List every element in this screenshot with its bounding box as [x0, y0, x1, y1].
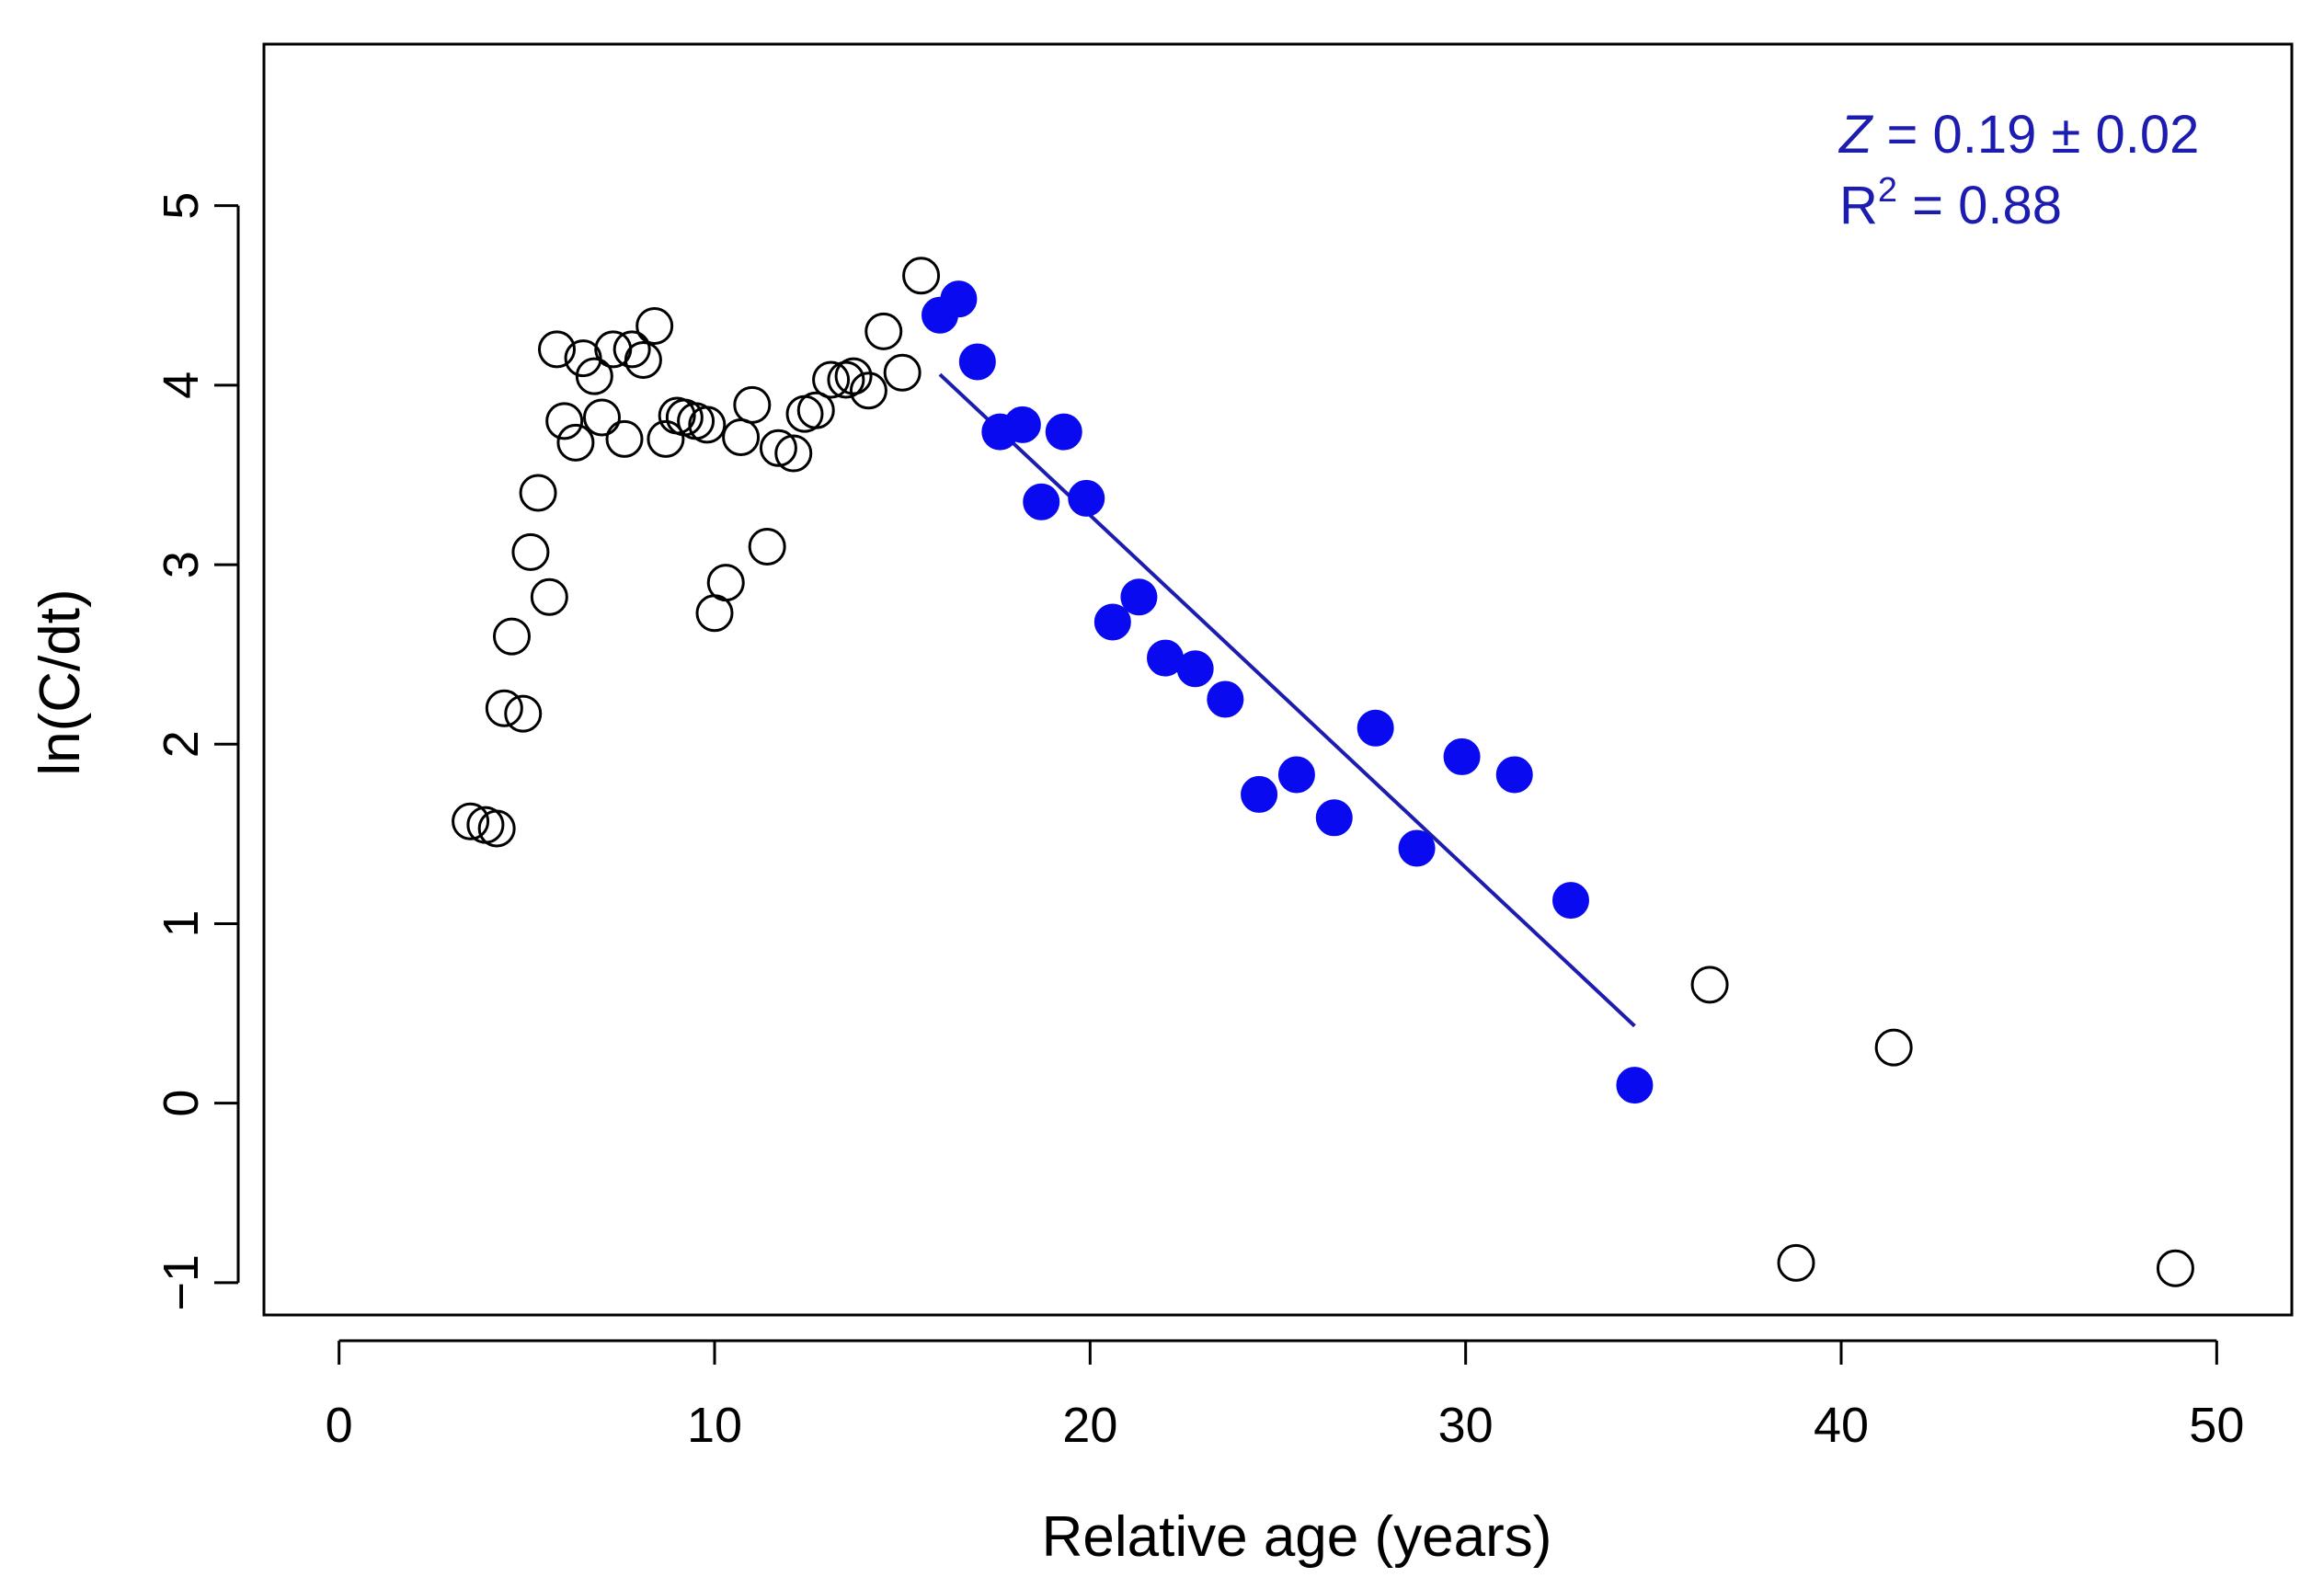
- y-axis-title: ln(C/dt): [29, 589, 92, 775]
- open-point-37: [849, 372, 887, 410]
- open-point-7: [519, 474, 557, 512]
- z-value: = 0.19 ± 0.02: [1872, 105, 2199, 165]
- fitted-point-2: [958, 343, 996, 381]
- open-point-20: [647, 419, 685, 458]
- x-tick-label-1: 10: [687, 1398, 742, 1453]
- open-point-0: [452, 802, 490, 840]
- r-superscript: 2: [1878, 171, 1897, 210]
- open-point-28: [733, 385, 772, 424]
- open-point-40: [902, 257, 941, 295]
- x-tick-label-3: 30: [1438, 1398, 1494, 1453]
- fitted-point-13: [1241, 775, 1278, 813]
- fitted-point-19: [1495, 756, 1533, 794]
- open-point-3: [485, 689, 523, 727]
- open-point-35: [827, 360, 865, 399]
- open-point-2: [477, 809, 516, 848]
- fitted-point-12: [1207, 680, 1244, 718]
- open-point-30: [759, 429, 797, 467]
- z-symbol: Z: [1837, 105, 1874, 165]
- x-tick-label-5: 50: [2189, 1398, 2244, 1453]
- x-tick-label-4: 40: [1814, 1398, 1869, 1453]
- open-point-12: [564, 339, 602, 378]
- fitted-point-18: [1443, 737, 1481, 775]
- fitted-point-1: [940, 280, 978, 318]
- open-point-11: [556, 423, 595, 462]
- open-point-32: [785, 394, 824, 433]
- open-point-38: [864, 312, 903, 350]
- fitted-point-14: [1277, 756, 1315, 794]
- fitted-point-11: [1176, 650, 1214, 688]
- regression-layer: [938, 372, 1636, 1028]
- open-point-17: [612, 330, 651, 369]
- open-point-44: [2156, 1249, 2194, 1287]
- fitted-point-6: [1045, 413, 1082, 451]
- open-point-23: [677, 402, 716, 440]
- open-point-19: [635, 306, 674, 345]
- open-point-34: [812, 360, 851, 399]
- fitted-point-21: [1616, 1067, 1654, 1104]
- open-point-29: [748, 528, 786, 566]
- open-point-13: [575, 357, 613, 395]
- open-point-31: [774, 434, 813, 473]
- y-tick-label-0: −1: [154, 1254, 209, 1311]
- x-axis: 0 10 20 30 40 50: [326, 1339, 2244, 1453]
- x-tick-label-2: 20: [1062, 1398, 1117, 1453]
- r-symbol: R: [1839, 176, 1878, 235]
- y-tick-label-6: 5: [154, 192, 209, 220]
- open-point-18: [624, 341, 662, 380]
- fitted-point-5: [1023, 483, 1060, 520]
- regression-line: [938, 372, 1636, 1028]
- open-point-14: [583, 398, 621, 437]
- open-point-24: [688, 406, 727, 444]
- x-axis-title: Relative age (years): [1042, 1505, 1552, 1569]
- y-axis: −1 0 1 2 3 4 5: [154, 192, 240, 1311]
- open-point-9: [538, 330, 576, 369]
- r-squared-annotation: R2 = 0.88: [1839, 171, 2062, 235]
- open-point-43: [1874, 1028, 1913, 1067]
- slope-annotation: Z = 0.19 ± 0.02: [1837, 105, 2199, 165]
- open-point-41: [1690, 966, 1729, 1004]
- open-point-33: [796, 391, 835, 429]
- x-tick-label-0: 0: [326, 1398, 353, 1453]
- open-point-5: [504, 694, 543, 733]
- open-point-39: [883, 353, 922, 392]
- y-tick-label-3: 2: [154, 730, 209, 758]
- fitted-point-17: [1398, 829, 1436, 867]
- fitted-point-8: [1093, 603, 1131, 641]
- fitted-point-9: [1120, 578, 1158, 616]
- open-point-36: [834, 357, 873, 395]
- fitted-point-4: [1003, 406, 1041, 443]
- y-tick-label-4: 3: [154, 551, 209, 578]
- open-point-16: [605, 419, 644, 458]
- y-tick-label-1: 0: [154, 1090, 209, 1117]
- open-point-22: [665, 398, 704, 437]
- plot-frame: [262, 42, 2294, 1317]
- open-point-6: [511, 532, 550, 571]
- points-layer: [452, 257, 2194, 1287]
- fitted-point-20: [1552, 882, 1589, 920]
- open-point-26: [706, 564, 745, 602]
- y-tick-label-5: 4: [154, 372, 209, 399]
- fitted-point-16: [1357, 709, 1394, 747]
- open-point-27: [722, 417, 761, 456]
- fitted-point-15: [1315, 799, 1353, 837]
- r-value: = 0.88: [1897, 176, 2062, 235]
- open-point-8: [530, 577, 568, 616]
- open-point-42: [1777, 1243, 1815, 1282]
- open-point-10: [545, 402, 584, 440]
- y-tick-label-2: 1: [154, 909, 209, 937]
- open-point-4: [493, 617, 531, 656]
- fitted-point-7: [1068, 479, 1105, 517]
